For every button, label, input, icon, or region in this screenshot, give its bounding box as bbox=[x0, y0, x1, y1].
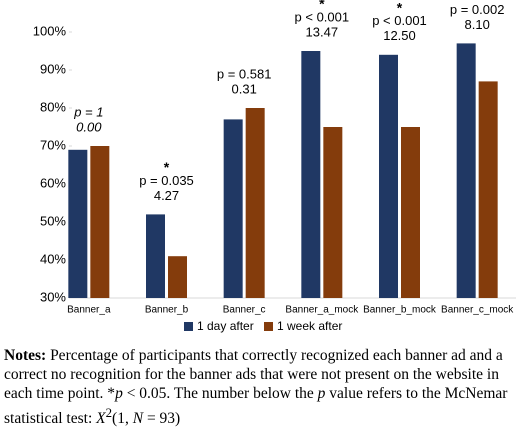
bar bbox=[456, 43, 476, 299]
x-tick-label: Banner_b bbox=[145, 305, 189, 316]
bar bbox=[146, 214, 165, 298]
stat-label: 0.31 bbox=[232, 81, 257, 96]
notes-label: Notes: bbox=[4, 347, 47, 364]
bar bbox=[223, 119, 243, 299]
bar bbox=[168, 256, 187, 298]
stat-label: 4.27 bbox=[154, 188, 179, 203]
p-label: p < 0.001 bbox=[372, 13, 427, 28]
stat-label: 0.00 bbox=[76, 119, 102, 134]
p-label: p = 1 bbox=[73, 104, 103, 119]
bar bbox=[379, 54, 398, 298]
significance-star: * bbox=[164, 159, 170, 175]
notes-text: Percentage of participants that correctl… bbox=[4, 347, 503, 402]
bar bbox=[301, 51, 321, 298]
y-tick-label: 90% bbox=[40, 61, 66, 76]
y-tick-label: 80% bbox=[40, 99, 66, 114]
significance-star: * bbox=[474, 0, 480, 4]
legend-swatch bbox=[184, 322, 193, 331]
bar bbox=[68, 149, 88, 298]
stat-label: 8.10 bbox=[465, 17, 490, 32]
bar bbox=[245, 108, 265, 298]
x-tick-label: Banner_a_mock bbox=[285, 305, 359, 316]
y-tick-label: 40% bbox=[40, 251, 66, 266]
y-tick-label: 70% bbox=[40, 137, 66, 152]
y-tick-label: 60% bbox=[40, 175, 66, 190]
notes-text: X bbox=[96, 410, 106, 428]
p-label: p = 0.581 bbox=[217, 66, 272, 81]
notes-text: < 0.05. The number below the bbox=[122, 385, 318, 402]
legend-swatch bbox=[264, 322, 273, 331]
bar bbox=[90, 146, 110, 298]
notes-text: value refers to the McNemar statistical … bbox=[4, 385, 508, 428]
significance-star: * bbox=[319, 0, 325, 12]
notes-text: p bbox=[317, 385, 326, 402]
legend-label: 1 day after bbox=[197, 319, 254, 333]
significance-star: * bbox=[397, 0, 403, 16]
notes-text: (1, bbox=[112, 410, 133, 428]
notes-text: p bbox=[115, 385, 123, 402]
notes-text: N bbox=[132, 410, 144, 428]
p-label: p = 0.002 bbox=[450, 2, 505, 17]
bar bbox=[401, 127, 420, 298]
x-tick-label: Banner_b_mock bbox=[363, 305, 437, 316]
bar bbox=[323, 127, 343, 298]
p-label: p < 0.001 bbox=[295, 9, 350, 24]
stat-label: 13.47 bbox=[306, 24, 339, 39]
y-tick-label: 100% bbox=[33, 23, 67, 38]
notes-text: 2 bbox=[105, 405, 113, 420]
x-tick-label: Banner_c_mock bbox=[441, 305, 514, 316]
x-tick-label: Banner_c bbox=[223, 305, 266, 316]
y-tick-label: 30% bbox=[40, 289, 66, 304]
notes-text: = 93) bbox=[143, 410, 181, 428]
p-label: p = 0.035 bbox=[139, 173, 194, 188]
stat-label: 12.50 bbox=[383, 28, 416, 43]
notes: Notes: Percentage of participants that c… bbox=[4, 346, 516, 428]
x-tick-label: Banner_a bbox=[67, 305, 111, 316]
legend-label: 1 week after bbox=[277, 319, 342, 333]
bar bbox=[478, 81, 498, 299]
y-tick-label: 50% bbox=[40, 213, 66, 228]
chart: 30%40%50%60%70%80%90%100%Banner_a0.00p =… bbox=[33, 0, 516, 333]
